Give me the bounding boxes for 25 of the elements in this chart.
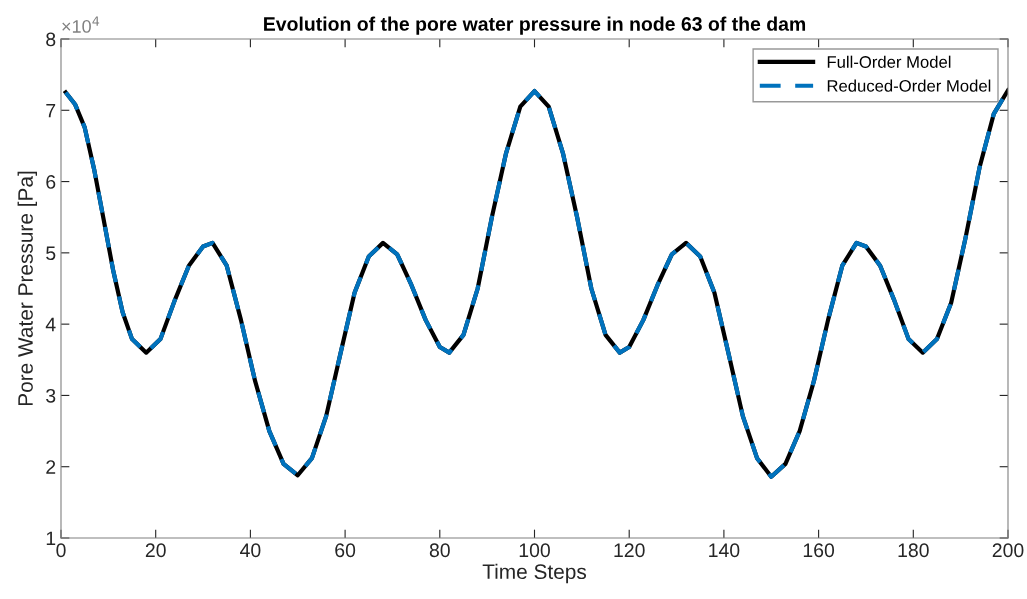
x-tick-label: 20 bbox=[145, 543, 166, 558]
x-tick-label: 80 bbox=[429, 543, 450, 558]
x-tick-label: 140 bbox=[709, 543, 740, 558]
legend-label: Reduced-Order Model bbox=[827, 79, 991, 92]
x-tick-label: 120 bbox=[614, 543, 645, 558]
y-tick-label: 2 bbox=[46, 460, 56, 474]
x-tick-label: 0 bbox=[56, 543, 66, 558]
x-tick-label: 60 bbox=[335, 543, 356, 558]
x-tick-label: 40 bbox=[240, 543, 261, 558]
y-tick-label: 6 bbox=[46, 175, 56, 189]
legend-label: Full-Order Model bbox=[827, 55, 951, 68]
y-tick-label: 8 bbox=[46, 32, 56, 47]
x-tick-label: 200 bbox=[992, 543, 1024, 558]
text: ×10$^{4}$ bbox=[62, 16, 100, 33]
y-tick-label: 3 bbox=[46, 388, 56, 403]
x-tick-label: 160 bbox=[803, 543, 835, 558]
y-axis-title: Pore Water Pressure [Pa] bbox=[17, 171, 37, 406]
y-tick-label: 7 bbox=[46, 103, 56, 118]
x-tick-label: 100 bbox=[519, 543, 550, 558]
x-tick-label: 180 bbox=[898, 543, 929, 558]
chart-title: Evolution of the pore water pressure in node 63 of the dam bbox=[264, 16, 806, 35]
y-tick-label: 4 bbox=[45, 317, 56, 332]
y-tick-label: 5 bbox=[46, 246, 56, 261]
y-tick-label: 1 bbox=[46, 531, 56, 546]
x-axis-title: Time Steps bbox=[482, 563, 587, 584]
